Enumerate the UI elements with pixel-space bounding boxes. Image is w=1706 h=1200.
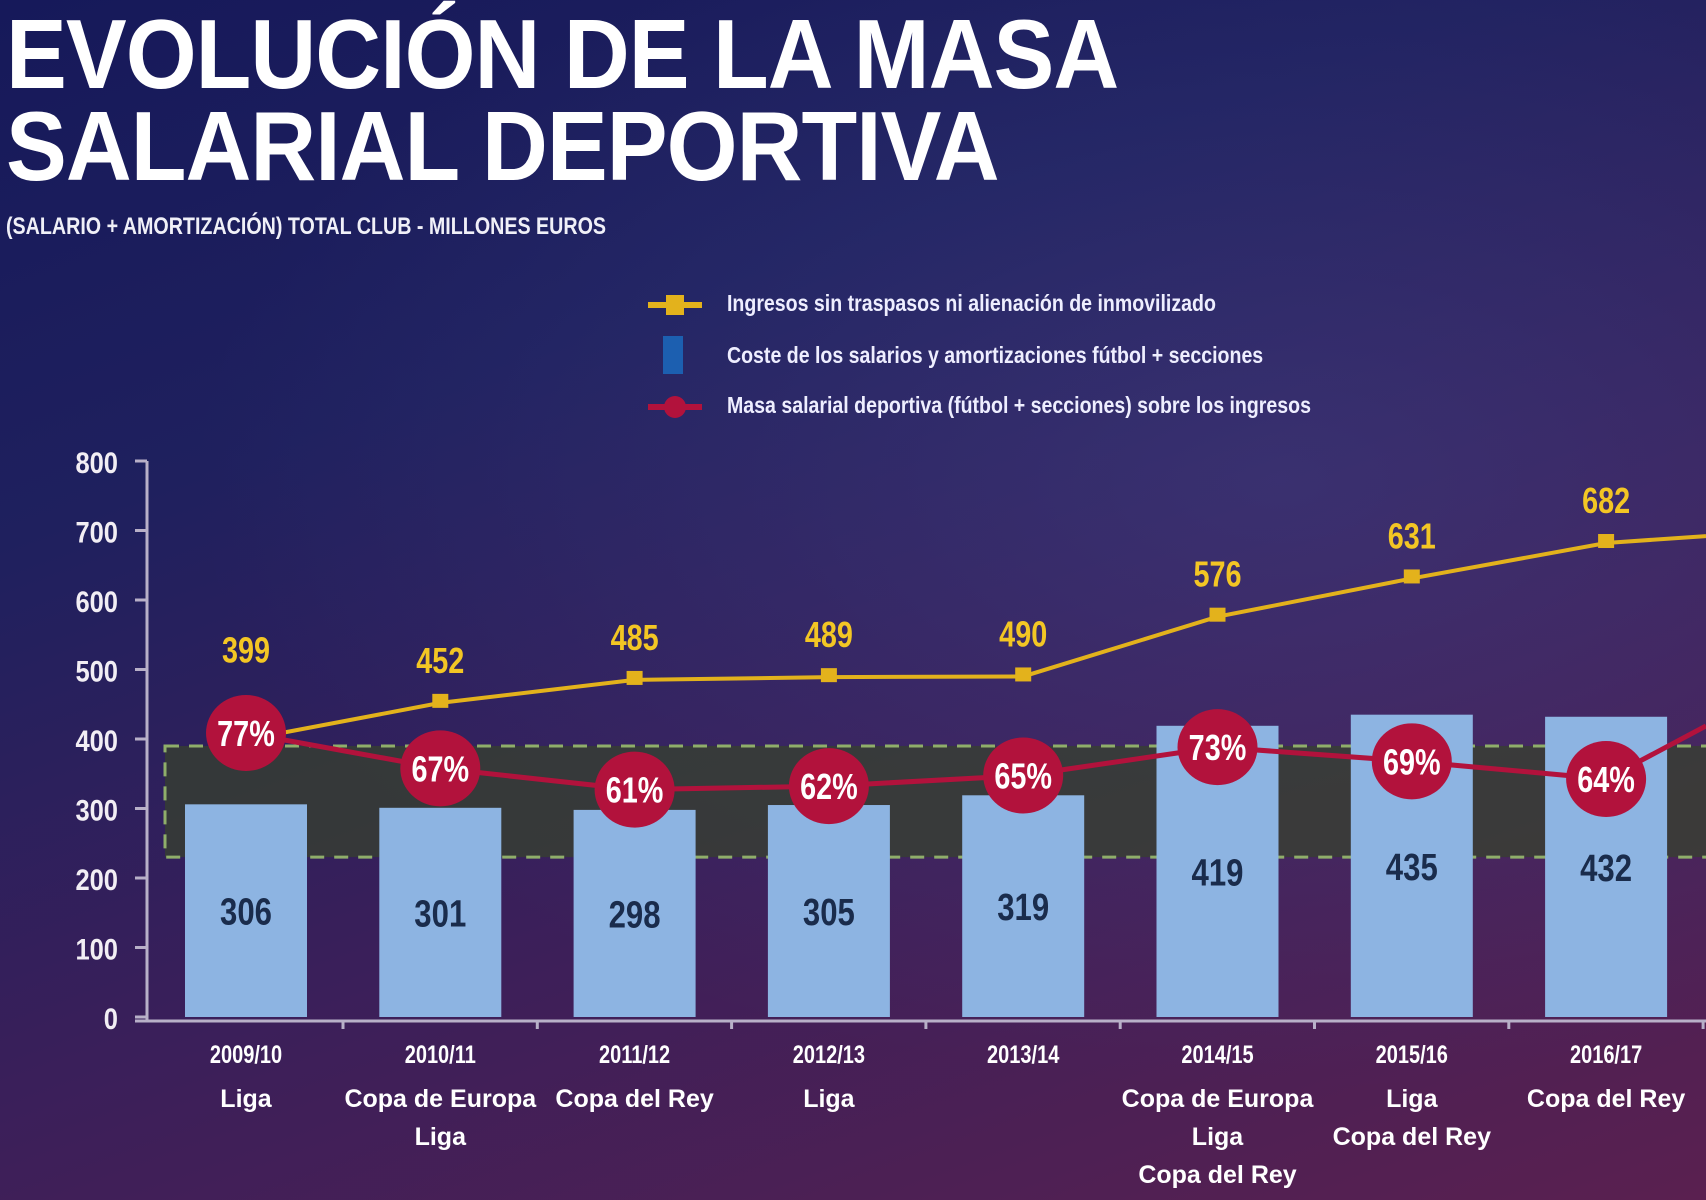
income-marker	[1209, 607, 1226, 622]
chart-subtitle: (SALARIO + AMORTIZACIÓN) TOTAL CLUB - MI…	[6, 213, 607, 240]
chart-title: EVOLUCIÓN DE LA MASA SALARIAL DEPORTIVA	[6, 5, 1119, 195]
category-year-label: 2009/10	[210, 1041, 282, 1069]
line-circle-icon	[648, 396, 702, 418]
y-tick-label: 200	[75, 863, 118, 896]
line-square-icon	[648, 295, 702, 315]
bar-value-label: 419	[1192, 853, 1244, 895]
legend-item-ratio: Masa salarial deportiva (fútbol + seccio…	[640, 392, 1540, 422]
y-tick-label: 0	[104, 1002, 118, 1035]
ratio-marker	[594, 751, 675, 828]
category-title-label: Copa de Europa	[1122, 1085, 1315, 1113]
ratio-value-label: 73%	[1189, 727, 1247, 768]
income-value-label: 489	[805, 614, 853, 655]
bar-value-label: 305	[803, 892, 855, 934]
income-marker	[820, 668, 837, 683]
ratio-value-label: 65%	[994, 755, 1052, 796]
ratio-value-label: 64%	[1577, 759, 1635, 800]
title-line-1: EVOLUCIÓN DE LA MASA	[6, 0, 1119, 109]
category-title-label: Liga	[803, 1085, 855, 1113]
category-year-label: 2014/15	[1181, 1041, 1253, 1069]
income-marker	[1403, 569, 1420, 584]
income-value-label: 485	[611, 617, 659, 658]
legend-label: Masa salarial deportiva (fútbol + seccio…	[727, 392, 1311, 418]
ratio-value-label: 62%	[800, 766, 858, 807]
category-title-label: Liga	[220, 1085, 272, 1113]
category-year-label: 2010/11	[405, 1041, 476, 1069]
y-tick-label: 700	[75, 516, 118, 549]
bar-value-label: 319	[997, 887, 1049, 929]
y-tick-label: 300	[75, 794, 118, 827]
title-line-2: SALARIAL DEPORTIVA	[6, 91, 1000, 201]
category-title-label: Copa de Europa	[344, 1085, 537, 1113]
y-tick-label: 800	[75, 446, 118, 479]
ratio-value-label: 61%	[606, 770, 664, 811]
income-value-label: 490	[999, 613, 1047, 654]
income-marker	[432, 693, 449, 708]
bar-value-label: 301	[414, 894, 466, 936]
bar-swatch-icon	[663, 336, 683, 374]
ratio-value-label: 77%	[217, 713, 275, 754]
bar-cost	[573, 809, 696, 1017]
category-year-label: 2013/14	[987, 1041, 1060, 1069]
legend-item-cost: Coste de los salarios y amortizaciones f…	[640, 336, 1540, 374]
category-title-label: Copa del Rey	[1138, 1161, 1296, 1189]
ratio-marker	[1566, 741, 1647, 818]
category-title-label: Liga	[1192, 1123, 1244, 1151]
category-year-label: 2012/13	[793, 1041, 865, 1069]
y-tick-label: 400	[75, 724, 118, 757]
category-title-label: Copa del Rey	[555, 1085, 713, 1113]
bar-value-label: 306	[220, 892, 272, 934]
y-tick-label: 500	[75, 655, 118, 688]
y-tick-label: 600	[75, 585, 118, 618]
category-title-label: Liga	[1386, 1085, 1438, 1113]
income-value-label: 576	[1193, 554, 1241, 595]
bar-cost	[767, 805, 890, 1017]
ratio-marker	[788, 748, 869, 825]
bar-value-label: 432	[1580, 848, 1632, 890]
income-line	[245, 534, 1706, 742]
legend-label: Ingresos sin traspasos ni alienación de …	[727, 290, 1216, 316]
income-marker	[626, 670, 643, 685]
ratio-marker	[1177, 709, 1258, 786]
legend-label: Coste de los salarios y amortizaciones f…	[727, 342, 1264, 368]
category-year-label: 2015/16	[1376, 1041, 1448, 1069]
bar-cost	[962, 795, 1085, 1017]
bar-cost	[185, 804, 307, 1017]
ratio-marker	[1371, 723, 1452, 800]
income-value-label: 631	[1388, 515, 1436, 556]
bar-cost	[379, 807, 502, 1017]
ratio-value-label: 69%	[1383, 741, 1441, 782]
bar-value-label: 435	[1386, 847, 1438, 889]
income-marker	[1015, 667, 1032, 682]
y-tick-label: 100	[75, 933, 118, 966]
category-title-label: Copa del Rey	[1333, 1123, 1491, 1151]
income-value-label: 682	[1582, 480, 1630, 521]
category-year-label: 2011/12	[599, 1041, 670, 1069]
income-marker	[1598, 534, 1615, 549]
category-title-label: Liga	[415, 1123, 467, 1151]
category-year-label: 2016/17	[1570, 1041, 1642, 1069]
income-value-label: 452	[416, 640, 464, 681]
legend-item-income: Ingresos sin traspasos ni alienación de …	[640, 290, 1540, 320]
income-value-label: 399	[222, 630, 270, 671]
bar-value-label: 298	[609, 895, 661, 937]
ratio-marker	[983, 737, 1064, 814]
ratio-value-label: 67%	[411, 748, 469, 789]
ratio-marker	[400, 730, 481, 807]
ratio-marker	[206, 695, 286, 771]
category-title-label: Copa del Rey	[1527, 1085, 1685, 1113]
